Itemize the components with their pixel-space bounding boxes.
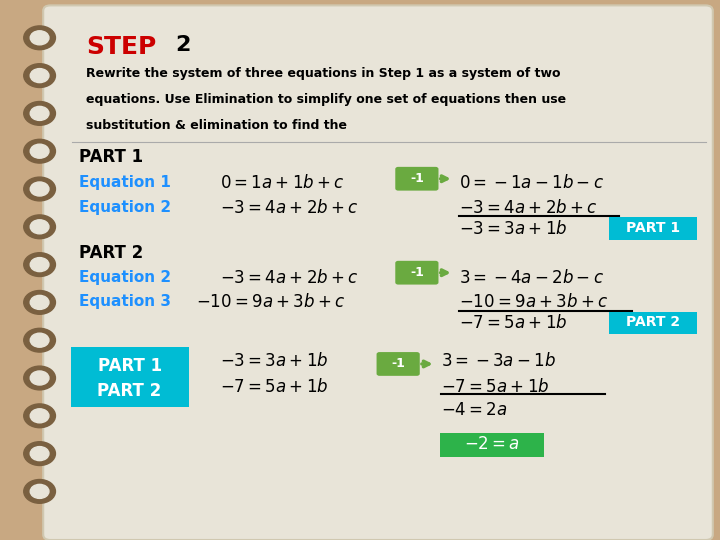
Text: PART 1: PART 1 (97, 357, 162, 375)
Circle shape (30, 484, 49, 498)
Circle shape (30, 144, 49, 158)
Circle shape (30, 31, 49, 45)
Circle shape (30, 258, 49, 272)
Text: $-3 = 4a + 2b + c$: $-3 = 4a + 2b + c$ (220, 199, 358, 217)
Text: Equation 2: Equation 2 (79, 200, 171, 215)
Text: $3 = -3a - 1b$: $3 = -3a - 1b$ (441, 352, 557, 370)
Circle shape (24, 215, 55, 239)
FancyBboxPatch shape (440, 433, 544, 457)
Circle shape (24, 328, 55, 352)
Circle shape (24, 26, 55, 50)
Text: $-4 = 2a$: $-4 = 2a$ (441, 402, 508, 419)
Circle shape (30, 295, 49, 309)
Circle shape (24, 139, 55, 163)
Text: -1: -1 (410, 266, 424, 279)
Circle shape (30, 333, 49, 347)
Text: PART 1: PART 1 (626, 221, 680, 235)
Text: equations. Use Elimination to simplify one set of equations then use: equations. Use Elimination to simplify o… (86, 93, 567, 106)
Circle shape (30, 69, 49, 83)
Circle shape (30, 182, 49, 196)
Text: substitution & elimination to find the: substitution & elimination to find the (86, 119, 347, 132)
Text: $-2 = a$: $-2 = a$ (464, 436, 520, 453)
Text: Equation 1: Equation 1 (79, 176, 171, 191)
Text: Equation 2: Equation 2 (79, 270, 171, 285)
FancyBboxPatch shape (395, 261, 438, 285)
Circle shape (24, 404, 55, 428)
Circle shape (30, 371, 49, 385)
Circle shape (30, 409, 49, 423)
Text: Rewrite the system of three equations in Step 1 as a system of two: Rewrite the system of three equations in… (86, 68, 561, 80)
Circle shape (24, 366, 55, 390)
FancyBboxPatch shape (377, 352, 420, 376)
Circle shape (24, 102, 55, 125)
FancyBboxPatch shape (609, 217, 697, 240)
Text: $-10 = 9a + 3b + c$: $-10 = 9a + 3b + c$ (196, 293, 345, 311)
Text: $-3 = 4a + 2b + c$: $-3 = 4a + 2b + c$ (220, 269, 358, 287)
Text: Equation 3: Equation 3 (79, 294, 171, 309)
Text: $-7 = 5a + 1b$: $-7 = 5a + 1b$ (459, 314, 568, 332)
Text: $0 = -1a - 1b - c$: $0 = -1a - 1b - c$ (459, 174, 604, 192)
Text: $-3 = 3a + 1b$: $-3 = 3a + 1b$ (220, 352, 328, 370)
Circle shape (30, 220, 49, 234)
Circle shape (24, 253, 55, 276)
FancyBboxPatch shape (71, 347, 189, 407)
Text: STEP: STEP (86, 35, 157, 59)
Circle shape (24, 480, 55, 503)
Text: PART 1: PART 1 (79, 148, 143, 166)
Text: $-3 = 3a + 1b$: $-3 = 3a + 1b$ (459, 220, 568, 238)
Text: $0 = 1a + 1b + c$: $0 = 1a + 1b + c$ (220, 174, 344, 192)
Circle shape (24, 442, 55, 465)
Text: 2: 2 (175, 35, 190, 55)
Text: $-10 = 9a + 3b + c$: $-10 = 9a + 3b + c$ (459, 293, 608, 311)
Text: -1: -1 (391, 357, 405, 370)
Text: PART 2: PART 2 (79, 244, 143, 262)
Text: $-7 = 5a + 1b$: $-7 = 5a + 1b$ (441, 378, 550, 396)
Circle shape (24, 177, 55, 201)
FancyBboxPatch shape (609, 312, 697, 334)
Text: -1: -1 (410, 172, 424, 185)
Text: $-3 = 4a + 2b + c$: $-3 = 4a + 2b + c$ (459, 199, 598, 217)
FancyBboxPatch shape (43, 5, 713, 540)
Circle shape (24, 64, 55, 87)
Circle shape (30, 447, 49, 461)
Circle shape (24, 291, 55, 314)
Text: PART 2: PART 2 (626, 315, 680, 329)
Text: $3 = -4a - 2b - c$: $3 = -4a - 2b - c$ (459, 269, 604, 287)
Text: PART 2: PART 2 (97, 382, 162, 400)
Circle shape (30, 106, 49, 120)
FancyBboxPatch shape (395, 167, 438, 191)
Text: $-7 = 5a + 1b$: $-7 = 5a + 1b$ (220, 378, 328, 396)
